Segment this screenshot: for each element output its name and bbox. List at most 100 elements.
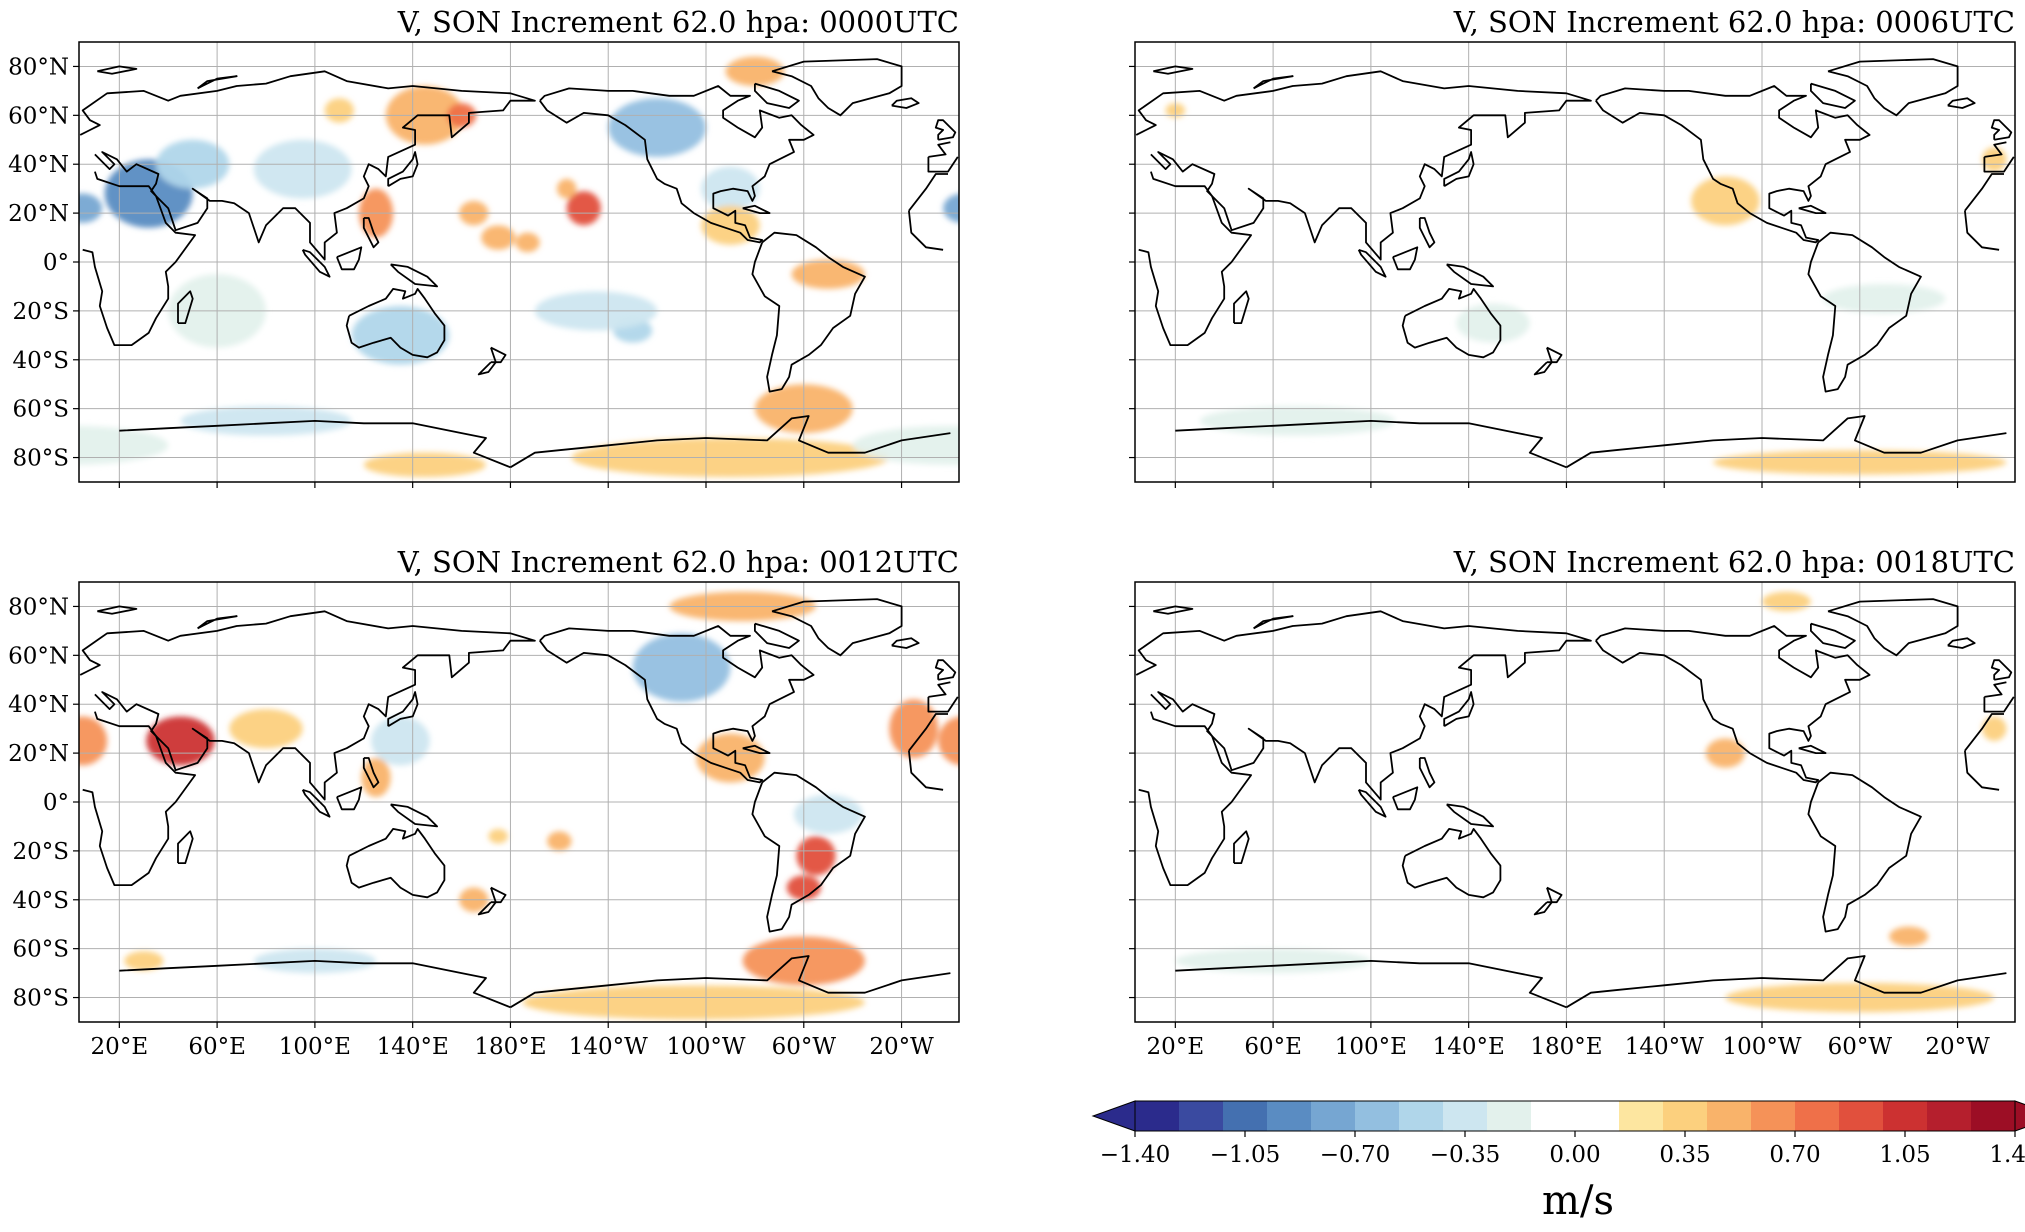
- increment-blob: [1456, 303, 1530, 343]
- increment-blob: [0, 438, 9, 477]
- x-tick-label: 140°W: [1625, 1034, 1704, 1060]
- coastline: [1827, 598, 1959, 657]
- increment-blob: [1205, 98, 1234, 122]
- y-tick-label: 20°N: [8, 741, 69, 767]
- x-ticks: [118, 482, 903, 488]
- colorbar-tick-label: −1.40: [1100, 1142, 1170, 1168]
- increment-field: [0, 56, 1665, 478]
- coastline: [1401, 828, 1502, 899]
- coastline: [197, 75, 238, 90]
- colorbar-cell: [1751, 1101, 1796, 1131]
- coastlines: [1135, 598, 2015, 1009]
- grid: [79, 42, 959, 482]
- coastline: [79, 70, 959, 261]
- coastline: [1138, 711, 2004, 886]
- coastline: [1807, 231, 1922, 393]
- coastline: [1810, 622, 1856, 649]
- increment-blob: [985, 159, 1073, 227]
- colorbar-cell: [1267, 1101, 1312, 1131]
- x-tick-label: 60°E: [188, 1034, 246, 1060]
- coastline: [301, 788, 331, 818]
- coastline: [742, 204, 771, 214]
- coastline: [1443, 691, 1475, 727]
- coastlines: [1135, 58, 2015, 469]
- increment-blob: [79, 193, 103, 223]
- y-ticks: [1129, 605, 1135, 999]
- increment-blob: [79, 425, 169, 465]
- y-tick-label: 20°N: [8, 201, 69, 227]
- x-tick-label: 20°E: [1147, 1034, 1205, 1060]
- coastline: [1392, 246, 1419, 271]
- coastline: [197, 615, 238, 630]
- increment-blob: [180, 406, 352, 436]
- coastline: [477, 901, 497, 916]
- colorbar-cell: [1355, 1101, 1400, 1131]
- colorbar-tick-label: −0.35: [1430, 1142, 1500, 1168]
- coastline: [1233, 830, 1250, 864]
- y-tick-label: 60°N: [8, 643, 69, 669]
- y-ticks: [1129, 65, 1135, 459]
- increment-blob: [515, 232, 540, 253]
- y-tick-label: 40°N: [8, 692, 69, 718]
- increment-blob: [1606, 57, 1665, 86]
- colorbar-cell: [1971, 1101, 2016, 1131]
- coastline: [362, 217, 380, 249]
- colorbar-cell: [1619, 1101, 1664, 1131]
- increment-blob: [725, 56, 785, 86]
- x-tick-label: 60°E: [1244, 1034, 1302, 1060]
- increment-blob: [852, 425, 959, 465]
- y-tick-label: 20°S: [12, 299, 69, 325]
- increment-blob: [1447, 191, 1481, 225]
- colorbar-cell: [1795, 1101, 1840, 1131]
- colorbar-cell: [1311, 1101, 1356, 1131]
- increment-blob: [608, 98, 706, 157]
- x-tick-label: 180°E: [1530, 1034, 1602, 1060]
- coastlines: [79, 58, 959, 469]
- coastline: [1595, 85, 1871, 244]
- coastline: [1546, 886, 1563, 904]
- coastline: [1443, 151, 1475, 187]
- x-tick-label: 20°E: [91, 1034, 149, 1060]
- y-tick-label: 60°S: [12, 397, 69, 423]
- x-tick-label: 60°W: [772, 1034, 837, 1060]
- coastline: [1233, 290, 1250, 324]
- coastline: [345, 288, 446, 359]
- increment-blob: [1576, 734, 1644, 783]
- coastline: [1418, 757, 1436, 789]
- coastline: [1446, 263, 1494, 288]
- colorbar-cell: [1707, 1101, 1752, 1131]
- increment-blob: [1134, 140, 1232, 199]
- colorbar-cell: [1223, 1101, 1268, 1131]
- y-tick-label: 0°: [43, 250, 69, 276]
- increment-blob: [943, 284, 1065, 313]
- increment-blob: [1232, 306, 1330, 365]
- coastline: [177, 290, 194, 324]
- x-ticks: 20°E 60°E 100°E 140°E 180°E 140°W 100°W 60°W 20°…: [1147, 1022, 1990, 1060]
- colorbar-cell: [1135, 1101, 1180, 1131]
- y-tick-label: 80°S: [12, 986, 69, 1012]
- increment-blob: [324, 98, 355, 123]
- increment-blob: [1244, 453, 1366, 477]
- y-tick-label: 40°N: [8, 152, 69, 178]
- x-ticks: 20°E 60°E 100°E 140°E 180°E 140°W 100°W 60°W 20°…: [91, 1022, 934, 1060]
- coastline: [751, 231, 866, 393]
- coastline: [1533, 901, 1553, 916]
- coastline: [97, 605, 138, 615]
- coastline: [1990, 659, 2013, 681]
- coastline: [1175, 415, 2007, 469]
- coastline: [177, 830, 194, 864]
- coastline: [1138, 171, 2004, 346]
- x-tick-label: 140°E: [377, 1034, 449, 1060]
- coastline: [1357, 248, 1387, 278]
- coastline: [1990, 119, 2013, 141]
- increment-blob: [1667, 875, 1701, 899]
- colorbar: −1.40 −1.05 −0.70 −0.35 0.00 0.35 0.70 1.05 1.40…: [1091, 1100, 2025, 1224]
- coastline: [1446, 803, 1494, 828]
- coastline: [754, 622, 800, 649]
- coastline: [1798, 744, 1827, 754]
- increment-blob: [1581, 167, 1640, 211]
- coastline: [1253, 615, 1294, 630]
- increment-blob: [1109, 709, 1182, 748]
- increment-blob: [1427, 831, 1451, 851]
- increment-blob: [1762, 591, 1811, 612]
